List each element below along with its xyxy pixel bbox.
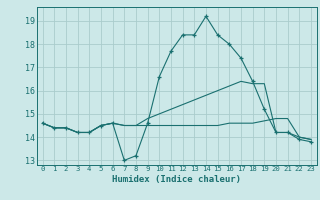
- X-axis label: Humidex (Indice chaleur): Humidex (Indice chaleur): [112, 175, 241, 184]
